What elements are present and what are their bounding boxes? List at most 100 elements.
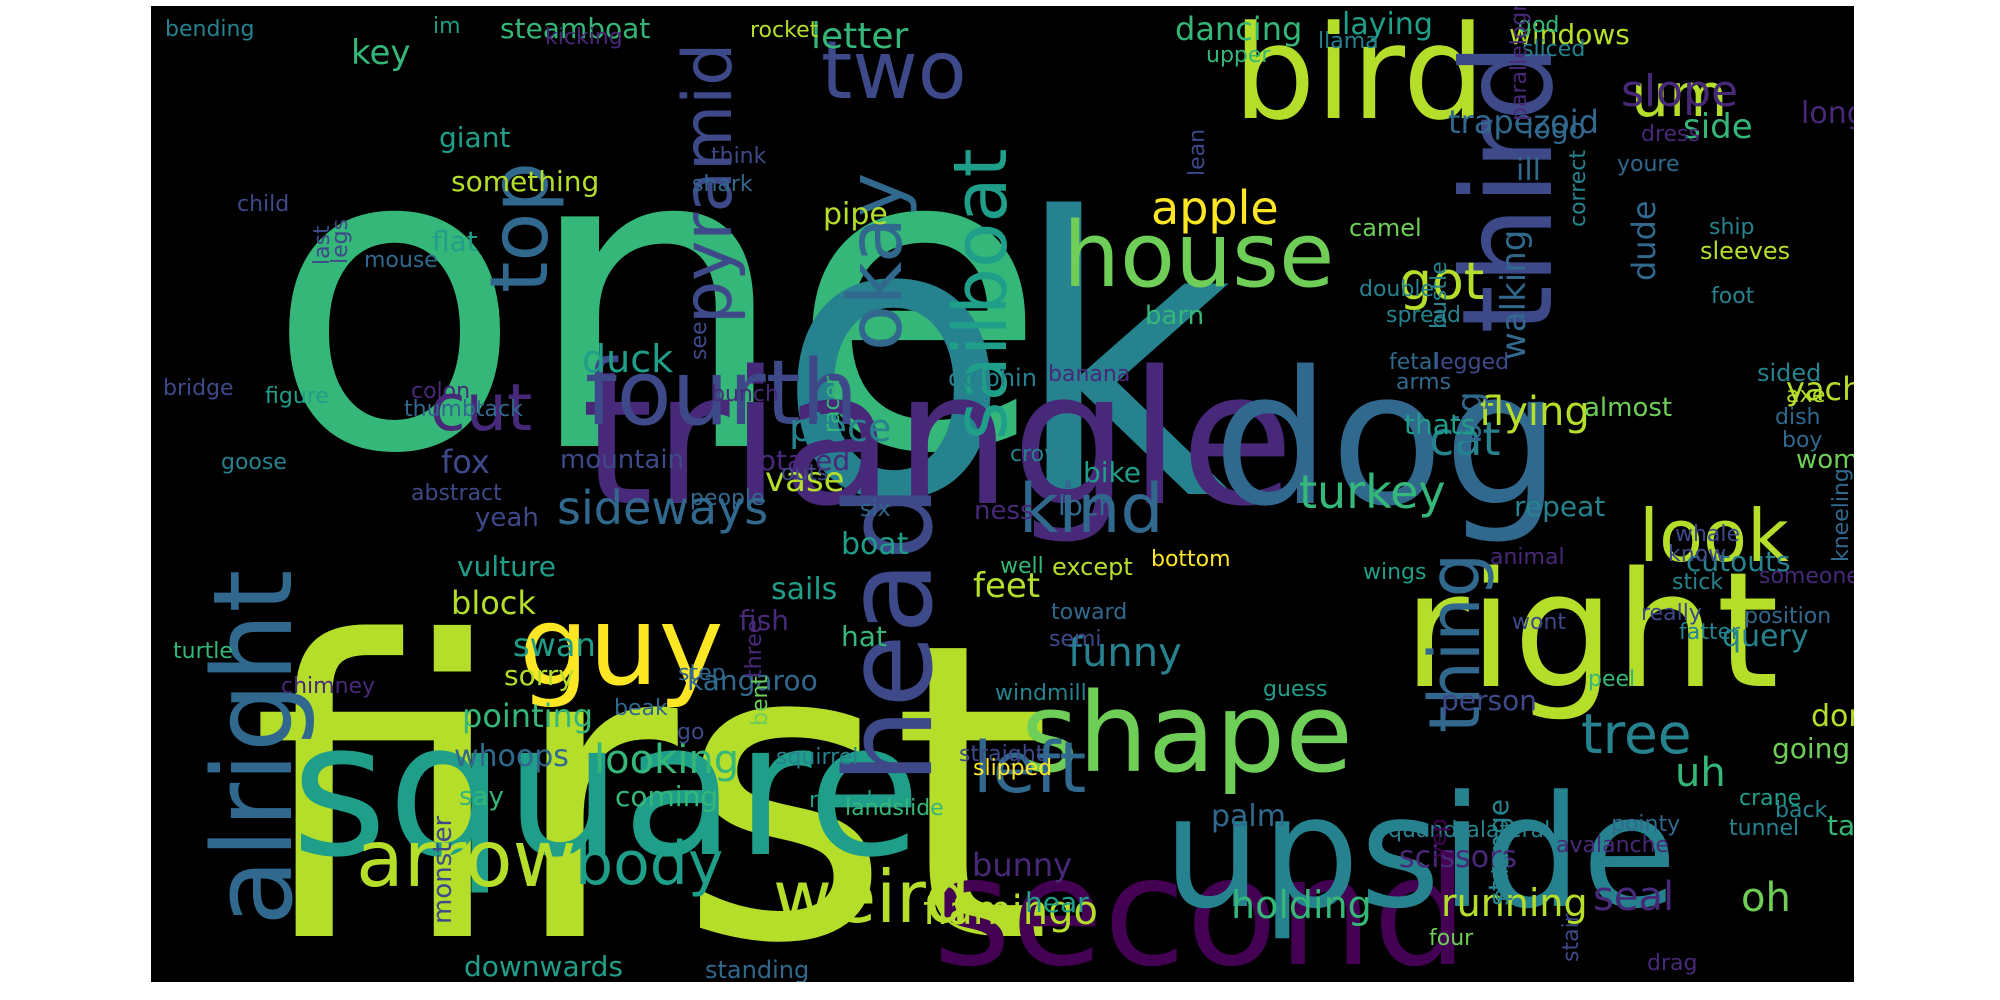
- word-laying: laying: [1342, 7, 1433, 42]
- word-drag: drag: [1647, 951, 1697, 976]
- word-youre: youre: [1617, 152, 1680, 177]
- word-ship: ship: [1709, 215, 1754, 240]
- word-bending: bending: [165, 17, 254, 42]
- word-tree: tree: [1581, 702, 1692, 766]
- word-peel: peel: [1588, 667, 1635, 692]
- word-tunnel: tunnel: [1729, 816, 1799, 841]
- word-downwards: downwards: [464, 950, 623, 982]
- word-outs: outs: [781, 461, 829, 486]
- word-vase: vase: [765, 460, 845, 500]
- word-semi: semi: [1049, 627, 1102, 652]
- word-rotated: rotated: [748, 444, 850, 477]
- word-toward: toward: [1051, 600, 1127, 625]
- word-boat: boat: [841, 527, 909, 562]
- word-alright: alright: [189, 570, 317, 926]
- word-query: query: [1722, 619, 1809, 654]
- word-windmill: windmill: [995, 681, 1087, 706]
- word-pipe: pipe: [823, 197, 888, 232]
- word-yeah: yeah: [475, 503, 539, 533]
- word-square: square: [291, 682, 921, 898]
- word-duck: duck: [582, 337, 673, 381]
- word-scissors: scissors: [1399, 840, 1517, 875]
- word-monster: monster: [428, 816, 458, 924]
- word-kind: kind: [1019, 470, 1164, 549]
- word-shark: shark: [692, 172, 753, 197]
- word-head: head: [821, 484, 960, 784]
- word-upper: upper: [1206, 43, 1271, 68]
- word-rhombus: rhombus: [809, 788, 906, 813]
- word-position: position: [1744, 604, 1831, 629]
- word-ill: ill: [1516, 153, 1541, 188]
- word-camel: camel: [1349, 214, 1422, 242]
- word-see: see: [687, 321, 712, 360]
- word-flamingo: flamingo: [923, 888, 1098, 934]
- word-foot: foot: [1711, 284, 1755, 309]
- word-three: three: [742, 620, 767, 678]
- word-dog: dog: [1213, 331, 1561, 547]
- word-long: long: [1801, 96, 1854, 131]
- word-windows: windows: [1509, 18, 1630, 51]
- word-barn: barn: [1145, 301, 1204, 331]
- word-person: person: [1441, 684, 1537, 717]
- word-logo: logo: [1526, 112, 1586, 145]
- word-third: third: [1436, 42, 1581, 334]
- word-bottom: bottom: [1151, 547, 1231, 572]
- word-axe: axe: [1786, 383, 1825, 408]
- word-crow: crow: [1010, 442, 1062, 467]
- word-block: block: [451, 584, 536, 622]
- word-vulture: vulture: [457, 550, 556, 583]
- word-trapezoid: trapezoid: [1448, 103, 1599, 141]
- word-seal: seal: [1593, 874, 1674, 920]
- word-dolphin: dolphin: [948, 364, 1037, 392]
- word-legs: legs: [328, 219, 353, 264]
- word-flat: flat: [432, 225, 478, 258]
- word-correct: correct: [1566, 150, 1591, 227]
- word-uh: uh: [1675, 750, 1726, 796]
- word-turkey: turkey: [1299, 465, 1446, 519]
- word-yep: yep: [1427, 818, 1452, 859]
- word-think: think: [711, 144, 767, 169]
- word-swan: swan: [513, 626, 596, 664]
- word-second: second: [933, 826, 1468, 982]
- word-cloud-background: [151, 6, 1854, 982]
- word-abstract: abstract: [411, 481, 502, 506]
- word-hat: hat: [841, 620, 887, 653]
- word-quandralateral: quandralateral: [1388, 818, 1550, 843]
- word-beak: beak: [614, 696, 668, 721]
- word-ness: ness: [974, 496, 1034, 526]
- word-repeat: repeat: [1514, 490, 1605, 523]
- word-woman: woman: [1796, 445, 1854, 475]
- word-side: side: [1683, 107, 1753, 147]
- word-animal: animal: [1490, 545, 1565, 570]
- word-go: go: [677, 720, 704, 745]
- word-chimney: chimney: [281, 674, 375, 699]
- word-fish: fish: [739, 604, 789, 637]
- word-squirrel: squirrel: [776, 745, 858, 770]
- word-yacht: yacht: [1786, 370, 1854, 408]
- word-steamboat: steamboat: [500, 12, 650, 45]
- word-mouse: mouse: [364, 248, 438, 273]
- word-looking: looking: [594, 737, 739, 783]
- word-god: god: [1518, 13, 1559, 38]
- word-except: except: [1052, 553, 1133, 581]
- word-flying: flying: [1479, 389, 1590, 435]
- word-right: right: [1403, 537, 1779, 724]
- word-parallelogram: parallelogram: [1507, 6, 1532, 121]
- word-bustle: bustle: [1427, 261, 1452, 329]
- word-child: child: [237, 192, 289, 217]
- word-guy: guy: [519, 582, 724, 710]
- word-dont: dont: [1811, 699, 1854, 734]
- word-lean: lean: [1185, 129, 1210, 176]
- word-piece: piece: [789, 406, 891, 450]
- word-coming: coming: [615, 780, 718, 813]
- word-dancing: dancing: [1175, 10, 1302, 48]
- word-something: something: [451, 165, 599, 198]
- word-one: one: [266, 57, 1048, 546]
- word-weird: weird: [773, 855, 970, 939]
- word-landslide: landslide: [845, 796, 944, 821]
- word-llama: llama: [1318, 29, 1379, 54]
- word-strange: strange: [1482, 799, 1515, 906]
- word-thats: thats: [1404, 408, 1475, 441]
- word-key: key: [351, 33, 411, 73]
